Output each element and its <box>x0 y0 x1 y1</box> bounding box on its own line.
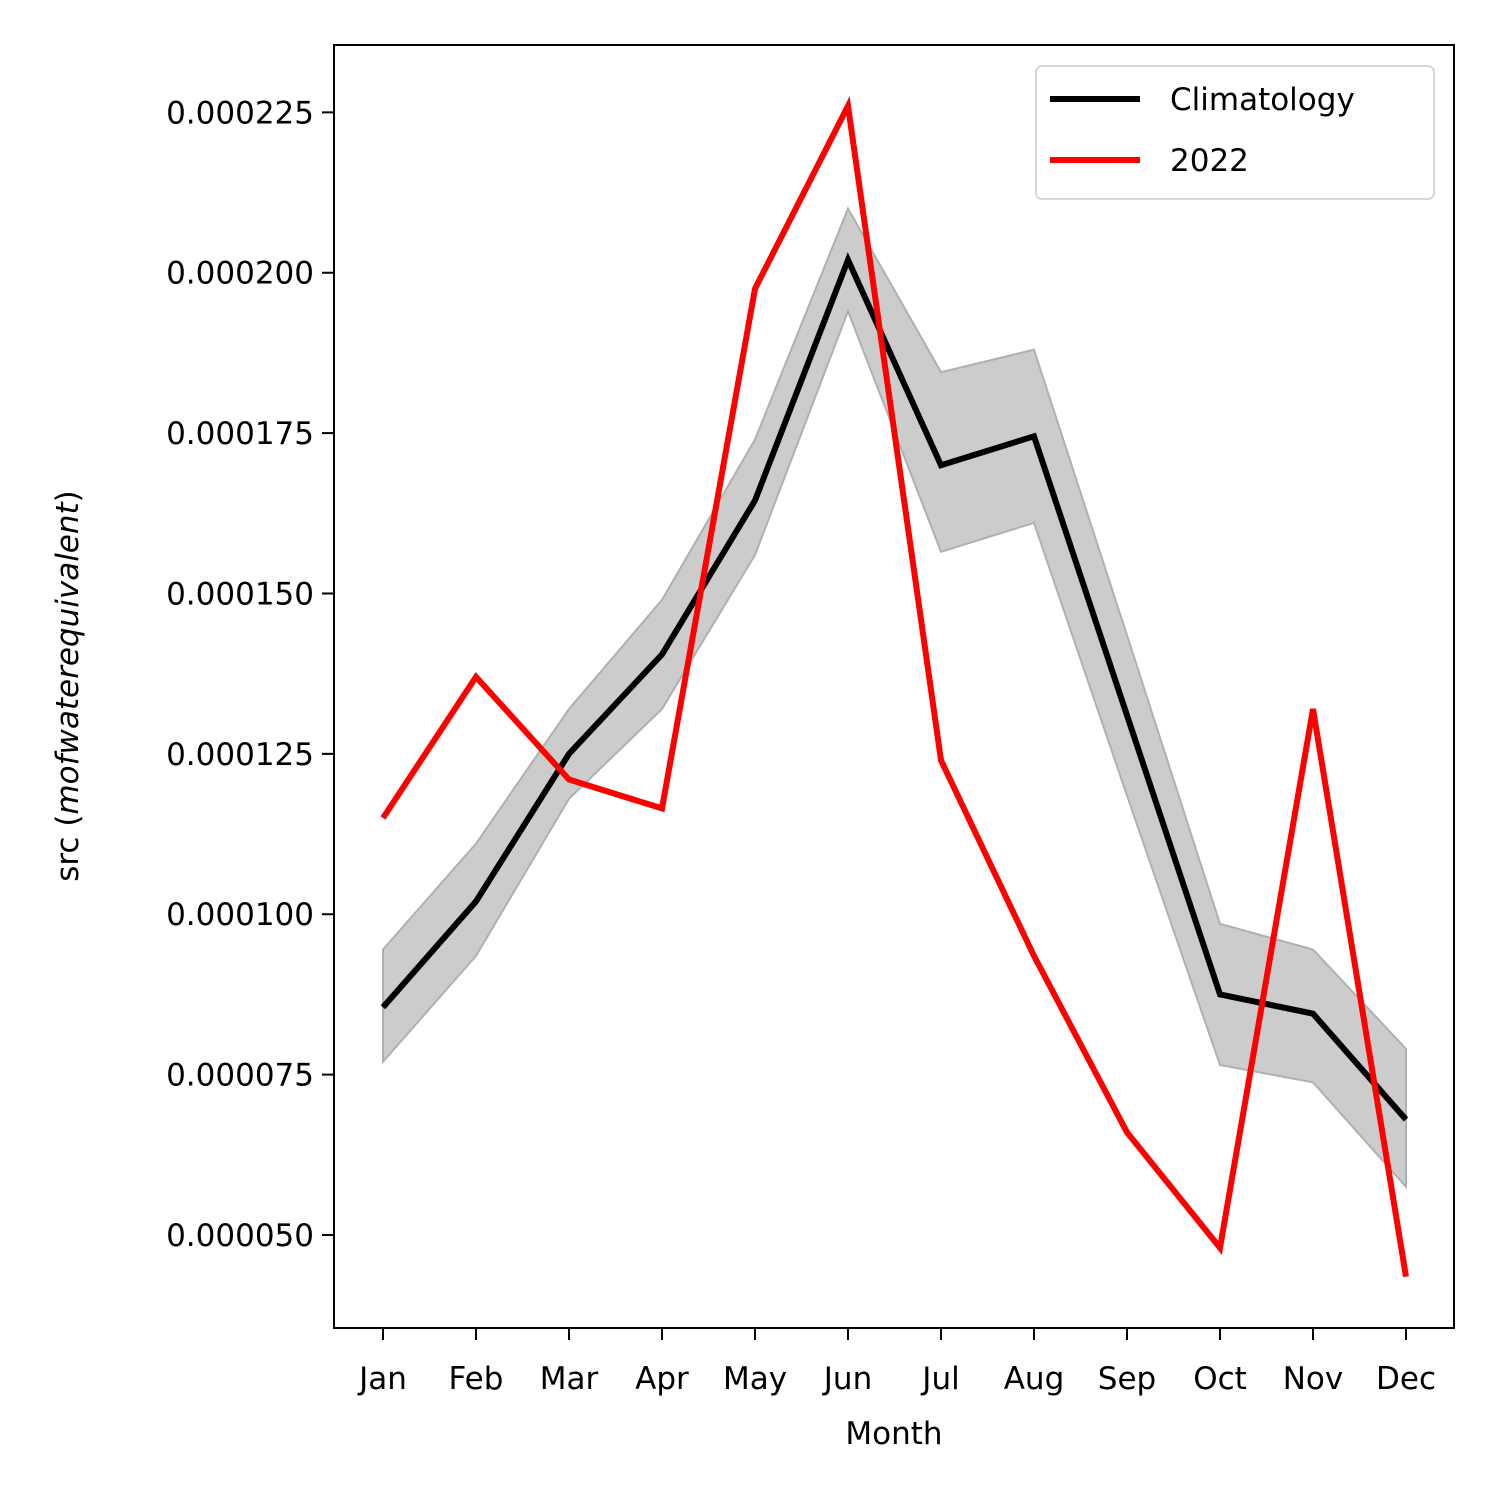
series-line-2022 <box>380 96 1409 1278</box>
data-point-2022-jan <box>383 818 384 819</box>
data-point-2022-mar <box>569 779 570 780</box>
axis-ticks: Jan Feb Mar Apr May Jun Jul Aug Sep Oct Nov Dec 0.00… <box>166 95 1436 1397</box>
x-tick-label-mar: Mar <box>540 1361 599 1397</box>
data-point-2022-oct <box>1220 1247 1221 1248</box>
data-point-climatology-jan <box>383 1007 384 1008</box>
x-tick-label-nov: Nov <box>1283 1361 1344 1397</box>
data-point-climatology-sep <box>1127 715 1128 716</box>
data-point-climatology-jun <box>848 259 849 260</box>
data-point-2022-may <box>755 288 756 289</box>
y-tick-label-3: 0.000125 <box>166 737 314 773</box>
plot-frame <box>333 44 1455 1329</box>
x-axis-label: Month <box>845 1416 942 1452</box>
data-point-climatology-aug <box>1034 436 1035 437</box>
data-point-2022-jun <box>848 105 849 106</box>
x-tick-label-apr: Apr <box>635 1361 689 1397</box>
data-point-climatology-may <box>755 500 756 501</box>
y-tick-label-4: 0.000150 <box>166 576 314 612</box>
y-tick-label-5: 0.000175 <box>166 416 314 452</box>
data-point-2022-feb <box>476 676 477 677</box>
data-point-2022-dec <box>1406 1276 1407 1277</box>
data-point-2022-nov <box>1313 708 1314 709</box>
data-point-2022-aug <box>1034 955 1035 956</box>
data-point-climatology-apr <box>662 654 663 655</box>
y-tick-label-6: 0.000200 <box>166 256 314 292</box>
legend-label-climatology: Climatology <box>1170 82 1355 118</box>
y-tick-label-2: 0.000100 <box>166 897 314 933</box>
x-tick-label-dec: Dec <box>1376 1361 1436 1397</box>
data-point-climatology-mar <box>569 753 570 754</box>
plot-area <box>380 96 1409 1278</box>
y-axis-label-unit: mofwaterequivalent <box>50 500 86 814</box>
y-axis-label-prefix: src ( <box>50 815 86 882</box>
y-axis-label: src (mofwaterequivalent) <box>50 490 86 882</box>
x-tick-label-jan: Jan <box>357 1361 407 1397</box>
x-tick-label-aug: Aug <box>1004 1361 1065 1397</box>
data-point-2022-sep <box>1127 1132 1128 1133</box>
data-point-climatology-nov <box>1313 1013 1314 1014</box>
series-line-climatology <box>380 252 1409 1122</box>
data-point-climatology-jul <box>941 465 942 466</box>
legend-label-2022: 2022 <box>1170 143 1249 179</box>
y-tick-label-0: 0.000050 <box>166 1218 314 1254</box>
data-point-climatology-dec <box>1406 1119 1407 1120</box>
y-tick-label-7: 0.000225 <box>166 95 314 131</box>
y-tick-label-1: 0.000075 <box>166 1058 314 1094</box>
x-tick-label-may: May <box>723 1361 787 1397</box>
climatology-range-band <box>382 206 1407 1190</box>
data-point-2022-jul <box>941 760 942 761</box>
x-tick-label-feb: Feb <box>449 1361 504 1397</box>
data-point-climatology-oct <box>1220 994 1221 995</box>
x-tick-label-jul: Jul <box>920 1361 959 1397</box>
legend: Climatology 2022 <box>1035 65 1435 200</box>
x-tick-label-sep: Sep <box>1098 1361 1156 1397</box>
y-axis-label-suffix: ) <box>50 490 86 502</box>
x-tick-label-jun: Jun <box>822 1361 872 1397</box>
data-point-climatology-feb <box>476 901 477 902</box>
data-point-2022-apr <box>662 808 663 809</box>
x-tick-label-oct: Oct <box>1193 1361 1247 1397</box>
